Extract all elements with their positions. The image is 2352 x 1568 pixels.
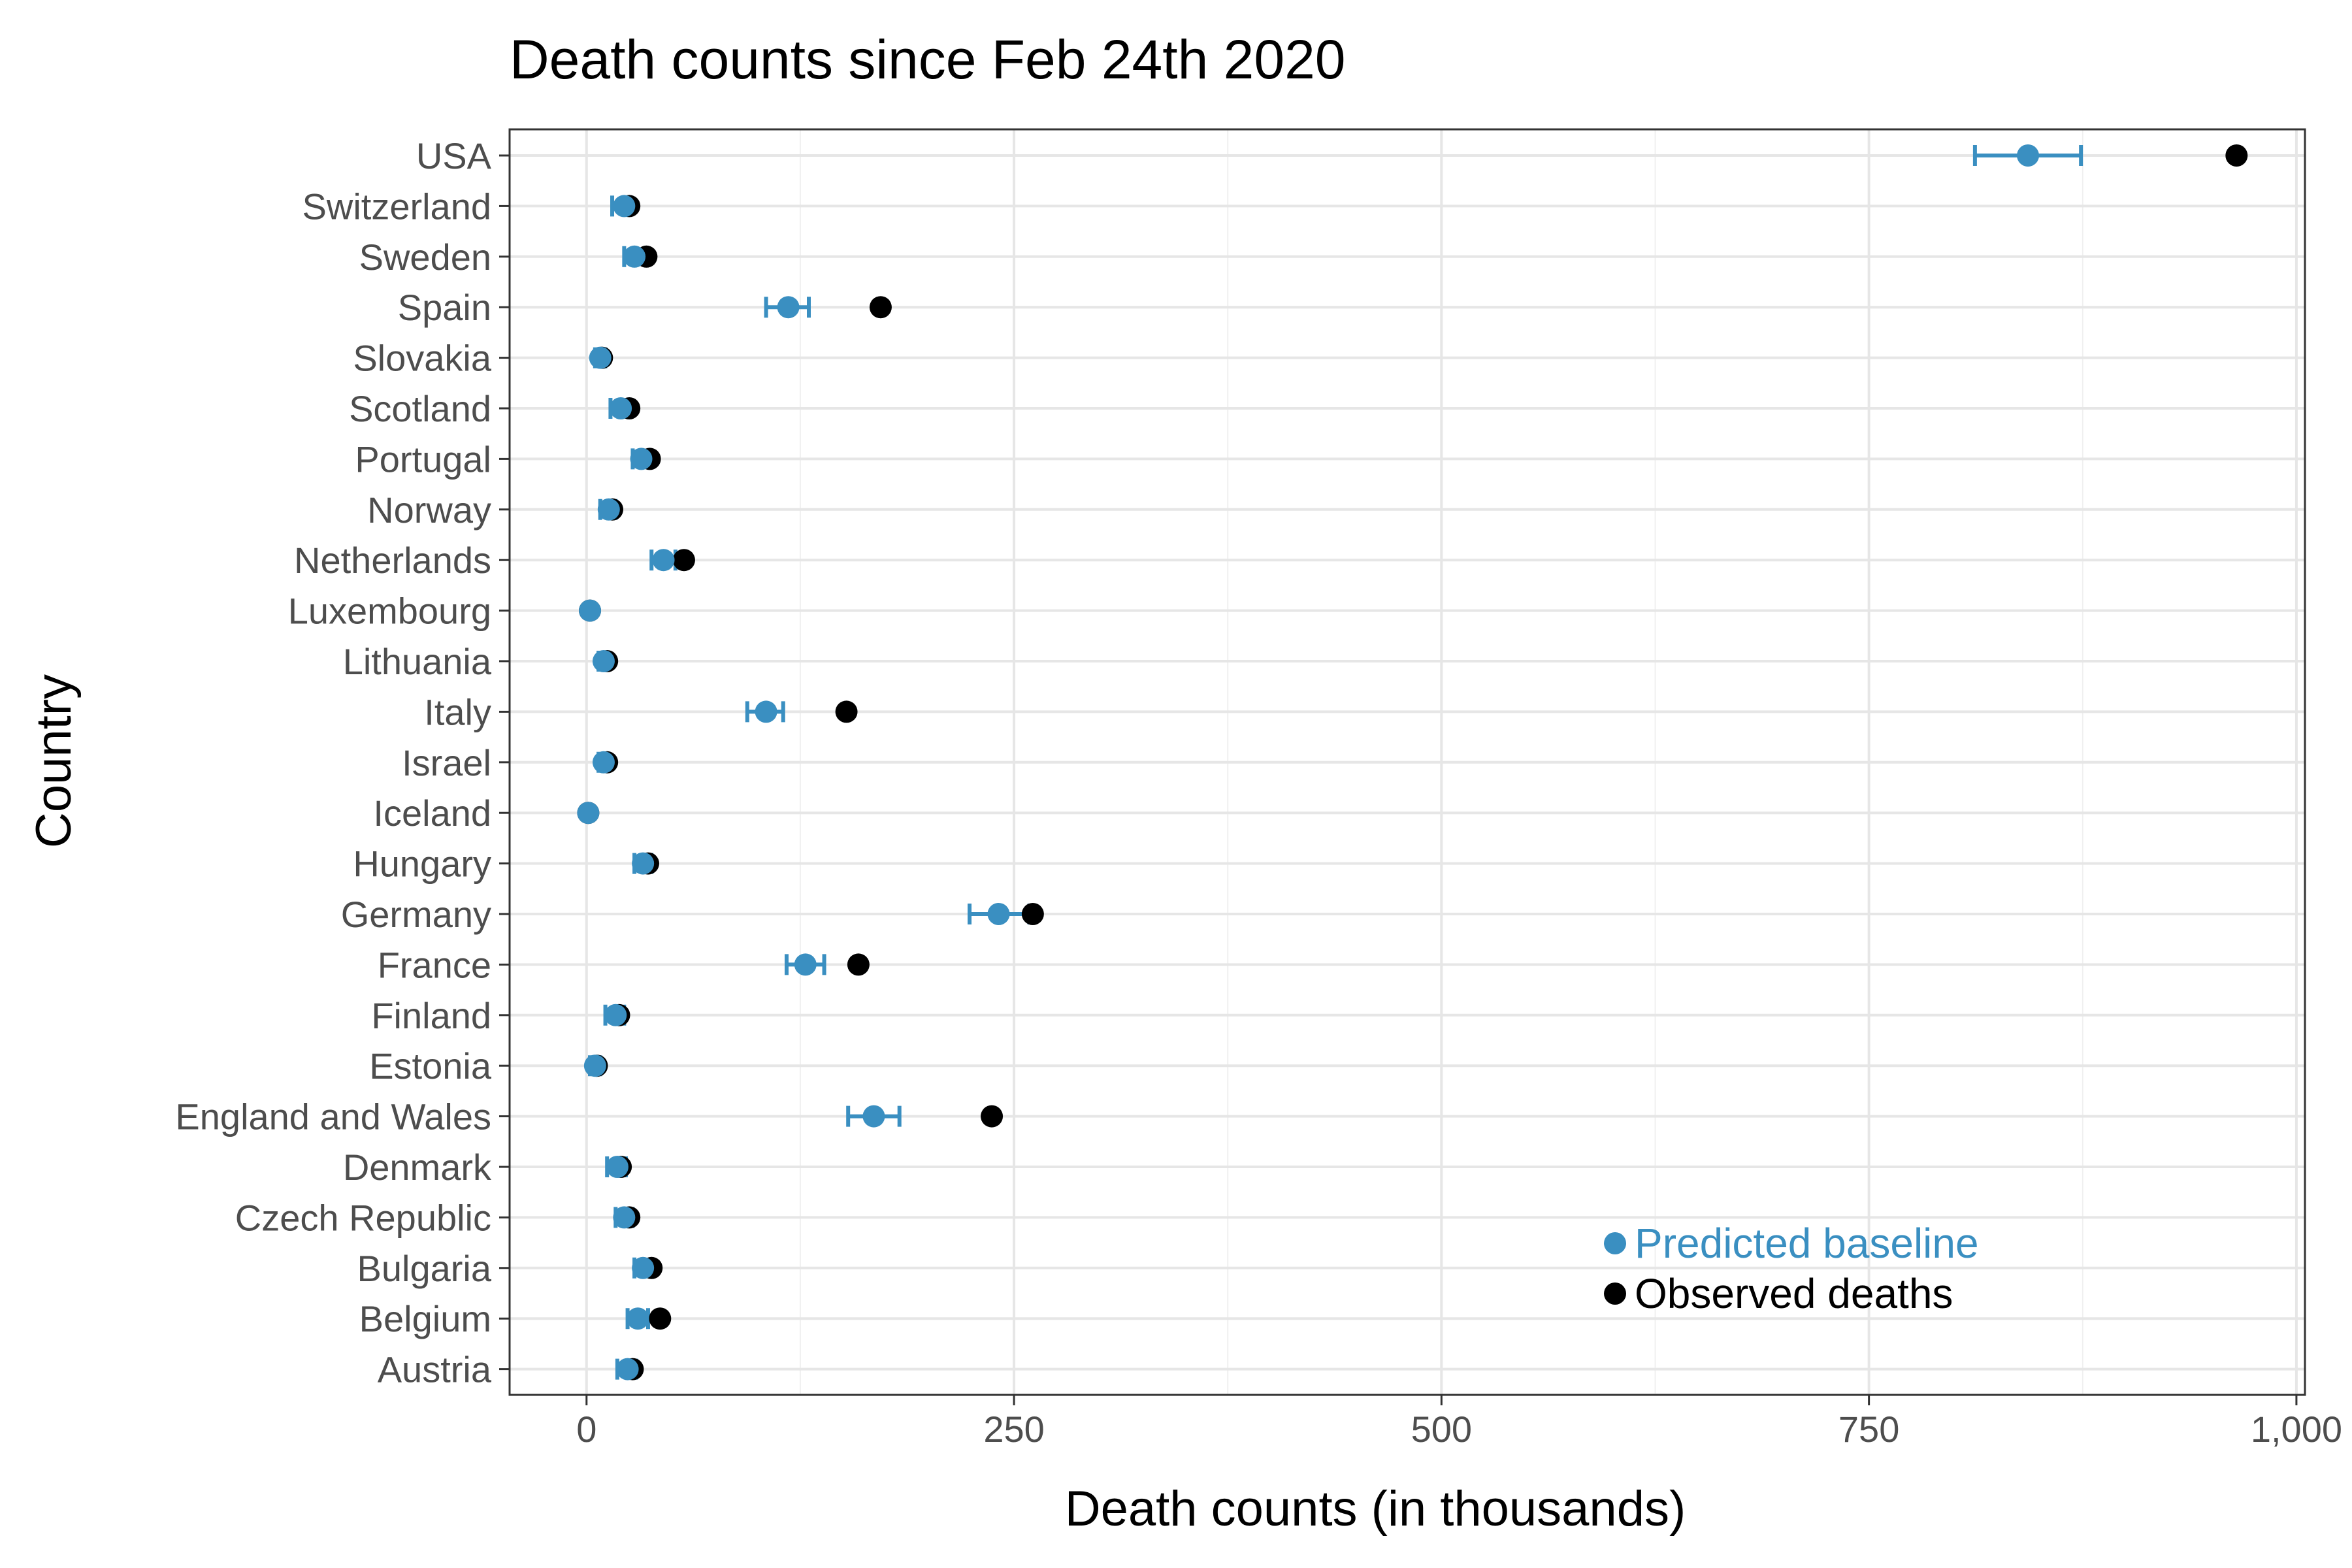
predicted-point bbox=[592, 751, 615, 774]
legend-marker-observed bbox=[1604, 1282, 1626, 1305]
y-tick-label: England and Wales bbox=[175, 1096, 491, 1137]
y-tick-label: Czech Republic bbox=[235, 1197, 491, 1238]
predicted-point bbox=[604, 1004, 627, 1026]
y-tick-label: Slovakia bbox=[353, 338, 492, 379]
y-tick-label: France bbox=[378, 944, 491, 985]
predicted-point bbox=[577, 802, 600, 825]
observed-point bbox=[1021, 903, 1044, 925]
y-tick-label: Estonia bbox=[369, 1045, 492, 1086]
predicted-point bbox=[862, 1105, 885, 1128]
y-tick-label: Italy bbox=[424, 691, 491, 732]
x-tick-label: 500 bbox=[1411, 1409, 1472, 1450]
observed-point bbox=[835, 700, 858, 723]
predicted-point bbox=[632, 1256, 655, 1279]
y-tick-label: Scotland bbox=[349, 388, 491, 429]
y-tick-label: Spain bbox=[398, 287, 491, 328]
predicted-point bbox=[630, 448, 653, 470]
y-tick-label: Germany bbox=[341, 894, 491, 935]
data-marks bbox=[577, 144, 2248, 1380]
observed-point bbox=[847, 953, 870, 976]
predicted-point bbox=[613, 195, 636, 218]
predicted-point bbox=[589, 346, 612, 369]
legend-label-observed: Observed deaths bbox=[1635, 1270, 1953, 1317]
predicted-point bbox=[606, 1156, 629, 1178]
predicted-point bbox=[597, 498, 620, 521]
y-tick-label: Switzerland bbox=[302, 186, 491, 227]
predicted-point bbox=[579, 599, 602, 622]
y-tick-label: Israel bbox=[402, 742, 491, 783]
predicted-point bbox=[627, 1307, 649, 1330]
predicted-point bbox=[987, 903, 1010, 925]
y-tick-label: Portugal bbox=[355, 438, 491, 480]
predicted-point bbox=[777, 296, 800, 319]
axes: 0 250 500 750 1,000 USA Switzerland Sweden Spain… bbox=[175, 135, 2342, 1450]
observed-point bbox=[2225, 144, 2248, 167]
y-tick-label: Netherlands bbox=[294, 540, 491, 581]
y-axis-title: Country bbox=[26, 674, 82, 848]
observed-point bbox=[649, 1307, 672, 1330]
predicted-point bbox=[610, 397, 632, 419]
observed-point bbox=[981, 1105, 1004, 1128]
predicted-point bbox=[623, 245, 646, 268]
observed-point bbox=[672, 549, 695, 572]
y-tick-label: Denmark bbox=[343, 1147, 492, 1188]
x-tick-label: 750 bbox=[1838, 1409, 1899, 1450]
chart-title: Death counts since Feb 24th 2020 bbox=[510, 29, 1346, 90]
predicted-point bbox=[613, 1206, 636, 1229]
y-tick-label: Luxembourg bbox=[288, 591, 491, 632]
predicted-point bbox=[794, 953, 817, 976]
y-tick-label: Lithuania bbox=[343, 641, 492, 682]
predicted-point bbox=[755, 700, 777, 723]
predicted-point bbox=[616, 1358, 639, 1380]
y-tick-label: Belgium bbox=[359, 1298, 491, 1339]
grid-lines bbox=[510, 129, 2305, 1395]
x-tick-label: 0 bbox=[576, 1409, 596, 1450]
x-axis-title: Death counts (in thousands) bbox=[1065, 1481, 1686, 1537]
predicted-point bbox=[2017, 144, 2040, 167]
y-tick-label: Hungary bbox=[353, 843, 491, 885]
y-tick-label: Sweden bbox=[359, 237, 491, 278]
predicted-point bbox=[632, 852, 655, 875]
x-tick-label: 250 bbox=[983, 1409, 1044, 1450]
y-tick-label: Norway bbox=[367, 489, 491, 531]
y-tick-label: Bulgaria bbox=[357, 1248, 492, 1289]
predicted-point bbox=[583, 1054, 606, 1077]
legend-marker-predicted bbox=[1604, 1232, 1626, 1254]
y-tick-label: Finland bbox=[371, 995, 491, 1036]
y-tick-label: Austria bbox=[378, 1349, 492, 1390]
predicted-point bbox=[592, 650, 615, 672]
legend-label-predicted: Predicted baseline bbox=[1635, 1220, 1979, 1267]
observed-point bbox=[869, 296, 892, 319]
x-tick-label: 1,000 bbox=[2251, 1409, 2342, 1450]
y-tick-label: USA bbox=[416, 135, 492, 176]
y-tick-label: Iceland bbox=[373, 792, 491, 834]
predicted-point bbox=[652, 549, 675, 572]
